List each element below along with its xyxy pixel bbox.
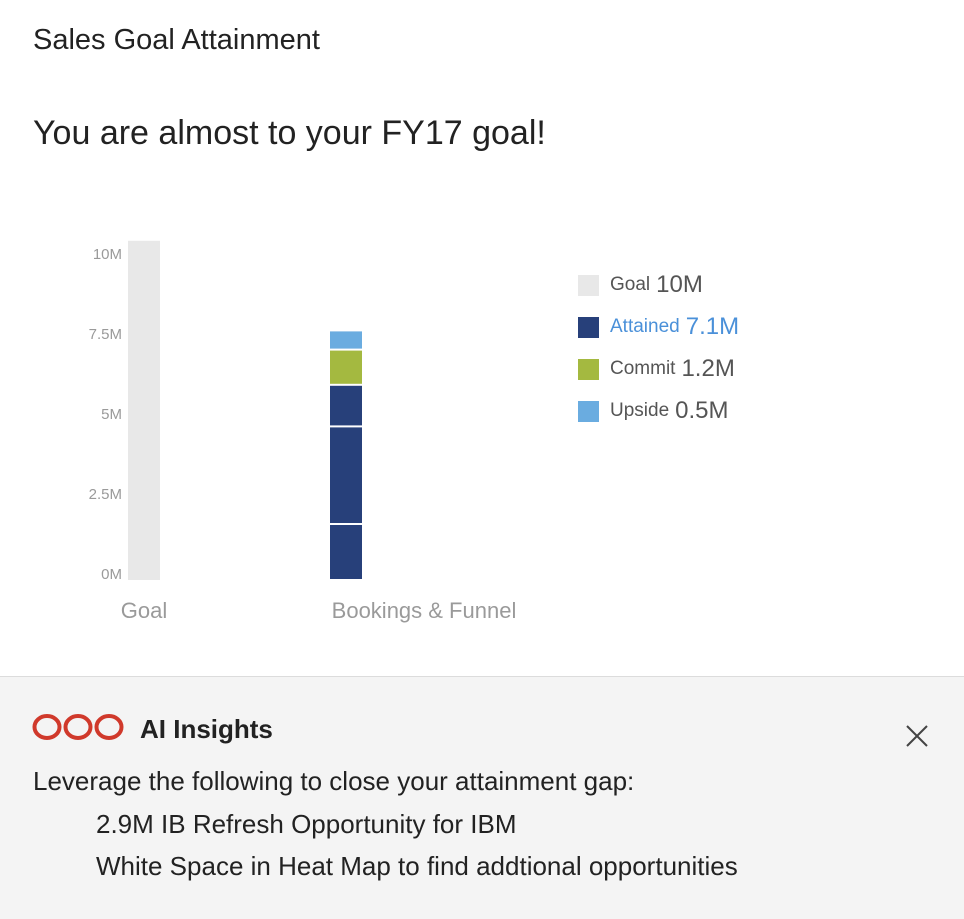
y-tick-label: 2.5M bbox=[89, 486, 122, 503]
insight-list: 2.9M IB Refresh Opportunity for IBM Whit… bbox=[96, 809, 738, 893]
bar-segment-attained bbox=[330, 385, 362, 426]
infinity-loops-icon bbox=[32, 712, 124, 747]
legend-value: 7.1M bbox=[685, 313, 740, 340]
legend-label: Attained bbox=[610, 316, 680, 337]
y-tick-label: 5M bbox=[101, 406, 122, 423]
goal-bar bbox=[128, 240, 160, 581]
card-title: Sales Goal Attainment bbox=[33, 24, 320, 56]
legend-swatch-commit bbox=[578, 358, 599, 380]
legend-value: 0.5M bbox=[675, 397, 729, 424]
legend-value: 10M bbox=[656, 271, 703, 298]
insight-item: White Space in Heat Map to find addtiona… bbox=[96, 851, 738, 881]
legend-item-upside: Upside 0.5M bbox=[578, 390, 739, 432]
legend-label: Commit bbox=[610, 358, 676, 379]
legend-label: Goal bbox=[610, 274, 651, 295]
bar-segment-upside bbox=[330, 331, 362, 349]
y-tick-label: 10M bbox=[93, 246, 122, 263]
legend-swatch-upside bbox=[578, 400, 599, 422]
legend-item-commit: Commit 1.2M bbox=[578, 348, 739, 390]
legend-item-attained: Attained 7.1M bbox=[578, 306, 739, 348]
y-tick-label: 0M bbox=[101, 566, 122, 583]
legend-label: Upside bbox=[610, 400, 670, 421]
legend-value: 1.2M bbox=[681, 355, 735, 382]
bar-segment-commit bbox=[330, 350, 362, 384]
legend-swatch-attained bbox=[578, 316, 599, 338]
legend-swatch-goal bbox=[578, 274, 599, 296]
headline: You are almost to your FY17 goal! bbox=[33, 114, 546, 152]
legend-item-goal: Goal 10M bbox=[578, 264, 739, 306]
ai-insights-panel: AI Insights Leverage the following to cl… bbox=[0, 676, 964, 919]
chart-legend: Goal 10M Attained 7.1M Commit 1.2M Upsid… bbox=[578, 264, 739, 432]
close-button[interactable] bbox=[904, 723, 930, 749]
x-category-label: Goal bbox=[121, 598, 167, 623]
y-tick-label: 7.5M bbox=[89, 326, 122, 343]
x-category-label: Bookings & Funnel bbox=[332, 598, 517, 623]
ai-insights-title: AI Insights bbox=[140, 714, 273, 744]
bar-chart: 0M 2.5M 5M 7.5M 10M Goal Bookings & Funnel bbox=[89, 240, 517, 623]
insight-lead-text: Leverage the following to close your att… bbox=[33, 766, 635, 796]
bar-segment-attained bbox=[330, 427, 362, 523]
bar-segment-attained bbox=[330, 525, 362, 579]
close-icon bbox=[906, 725, 928, 747]
insight-item: 2.9M IB Refresh Opportunity for IBM bbox=[96, 809, 517, 839]
